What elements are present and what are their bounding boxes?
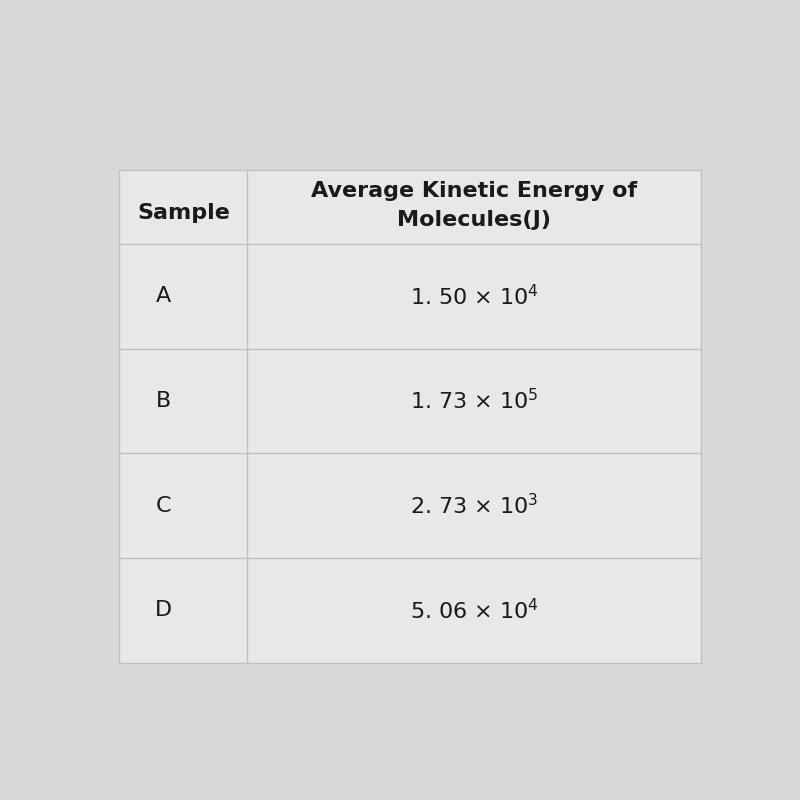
Bar: [118, 170, 702, 662]
Text: D: D: [155, 600, 172, 620]
Text: A: A: [156, 286, 171, 306]
Text: 1. 73 $\times$ 10$^{5}$: 1. 73 $\times$ 10$^{5}$: [410, 388, 538, 414]
Text: C: C: [156, 496, 171, 516]
Text: 1. 50 $\times$ 10$^{4}$: 1. 50 $\times$ 10$^{4}$: [410, 284, 538, 309]
Text: Molecules(J): Molecules(J): [397, 210, 551, 230]
Text: Average Kinetic Energy of: Average Kinetic Energy of: [311, 181, 637, 201]
Bar: [118, 170, 702, 662]
Text: Sample: Sample: [138, 202, 230, 222]
Text: 2. 73 $\times$ 10$^{3}$: 2. 73 $\times$ 10$^{3}$: [410, 493, 538, 518]
Text: 5. 06 $\times$ 10$^{4}$: 5. 06 $\times$ 10$^{4}$: [410, 598, 538, 623]
Text: B: B: [156, 391, 171, 411]
